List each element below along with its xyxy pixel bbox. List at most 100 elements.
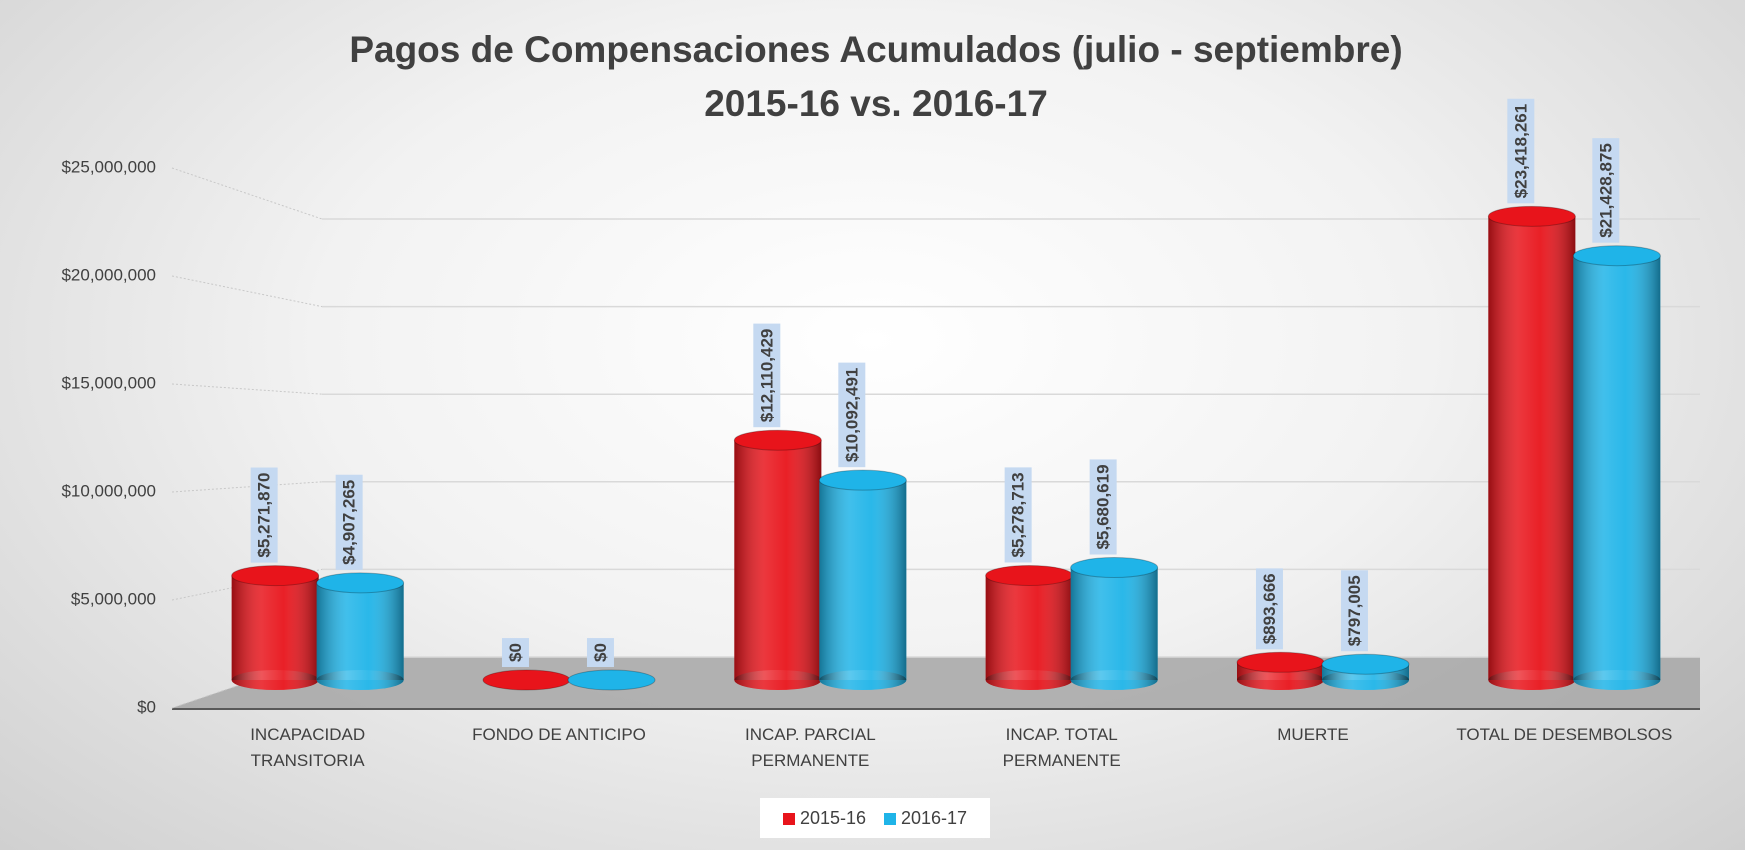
bar-top [1321, 653, 1410, 675]
value-label-group: $797,005 [1340, 570, 1368, 652]
value-label-group: $21,428,875 [1592, 138, 1620, 243]
value-label: $5,271,870 [255, 473, 274, 558]
value-label: $5,278,713 [1009, 472, 1028, 557]
bar-top [1236, 651, 1325, 673]
cylinder [1572, 245, 1661, 690]
y-tick-label: $10,000,000 [61, 481, 156, 500]
y-tick-label: $0 [137, 697, 156, 716]
bar-top [733, 429, 822, 451]
value-label-group: $0 [501, 638, 529, 667]
value-label-bg [335, 474, 363, 570]
cylinder [316, 572, 405, 690]
legend-item: 2016-17 [884, 808, 967, 829]
bar-shade [734, 440, 822, 680]
grid-line [171, 167, 323, 220]
value-label-group: $10,092,491 [838, 362, 866, 468]
bar-base-shade [985, 670, 1073, 690]
y-tick-label: $25,000,000 [61, 157, 156, 176]
bar-top [482, 669, 571, 691]
value-label-group: $5,278,713 [1004, 467, 1032, 563]
legend-swatch [782, 812, 795, 825]
value-label-group: $5,680,619 [1089, 459, 1117, 555]
chart-subtitle: 2015-16 vs. 2016-17 [704, 83, 1048, 124]
bar-shade [231, 575, 319, 680]
value-label-group: $0 [586, 638, 614, 667]
legend-swatch [884, 812, 896, 825]
value-label-bg [753, 323, 781, 428]
value-label: $797,005 [1345, 575, 1364, 646]
value-label-bg [586, 638, 614, 667]
y-tick-label: $5,000,000 [71, 589, 156, 608]
cylinder [1236, 651, 1325, 690]
value-label: $0 [506, 643, 525, 662]
cylinder [231, 565, 320, 690]
bar-shade [1488, 216, 1576, 681]
grid-line [171, 481, 323, 493]
x-tick-label: MUERTE [1277, 725, 1349, 744]
x-tick-label: INCAPACIDAD TRANSITORIA [250, 725, 366, 770]
bar-top [985, 564, 1074, 586]
value-label-group: $5,271,870 [250, 467, 278, 563]
chart-title: Pagos de Compensaciones Acumulados (juli… [349, 29, 1402, 70]
x-tick-label: TOTAL DE DESEMBOLSOS [1456, 725, 1673, 744]
cylinder [1070, 557, 1159, 690]
bar-shade [985, 575, 1073, 680]
bar-shade [1070, 567, 1158, 680]
bar-top [1487, 205, 1576, 227]
value-label-bg [1255, 568, 1283, 650]
bar-base-shade [1070, 670, 1158, 690]
cylinder [818, 469, 907, 690]
cylinder [733, 429, 822, 690]
value-label: $0 [591, 643, 610, 662]
bar-top [1572, 245, 1661, 267]
x-tick-label: INCAP. PARCIAL PERMANENTE [744, 725, 876, 770]
bar-shade [1573, 255, 1661, 680]
value-label-group: $4,907,265 [335, 474, 363, 570]
value-label: $893,666 [1260, 573, 1279, 644]
cylinder [1487, 205, 1576, 690]
bar-shade [819, 480, 907, 680]
value-label-bg [1340, 570, 1368, 652]
grid-line [171, 383, 323, 395]
value-label-bg [501, 638, 529, 667]
value-label-group: $12,110,429 [753, 323, 781, 428]
cylinder [567, 669, 656, 691]
value-label-bg [1004, 467, 1032, 563]
value-label-bg [1089, 459, 1117, 555]
y-tick-label: $15,000,000 [61, 373, 156, 392]
grid-line [171, 275, 323, 308]
value-label: $21,428,875 [1596, 143, 1615, 238]
cylinder [985, 564, 1074, 690]
value-label-bg [1592, 138, 1620, 243]
cylinder [1321, 653, 1410, 690]
bar-base-shade [1488, 670, 1576, 690]
legend-item: 2015-16 [782, 807, 866, 829]
x-tick-label: INCAP. TOTAL PERMANENTE [1002, 725, 1121, 770]
legend-label: 2016-17 [901, 807, 968, 828]
value-label-group: $23,418,261 [1507, 98, 1535, 204]
bar-base-shade [819, 670, 907, 690]
cylinder [482, 669, 571, 691]
y-tick-label: $20,000,000 [61, 265, 156, 284]
value-label-bg [838, 362, 866, 468]
value-label: $12,110,429 [757, 329, 776, 423]
bar-base-shade [1573, 670, 1661, 690]
value-label: $5,680,619 [1094, 464, 1113, 549]
legend-label: 2015-16 [799, 807, 866, 828]
value-label-group: $893,666 [1255, 568, 1283, 650]
value-label: $10,092,491 [842, 368, 861, 463]
bar-base-shade [316, 670, 404, 690]
value-label-bg [250, 467, 278, 563]
bar-base-shade [734, 670, 822, 690]
bar-top [567, 669, 656, 691]
bar-shade [316, 582, 404, 680]
value-label-bg [1507, 98, 1535, 204]
x-tick-label: FONDO DE ANTICIPO [472, 725, 646, 744]
bar-base-shade [1322, 670, 1409, 690]
value-label: $23,418,261 [1511, 104, 1530, 199]
bar-top [231, 565, 320, 587]
bar-top [1070, 557, 1159, 579]
value-label: $4,907,265 [340, 480, 359, 565]
